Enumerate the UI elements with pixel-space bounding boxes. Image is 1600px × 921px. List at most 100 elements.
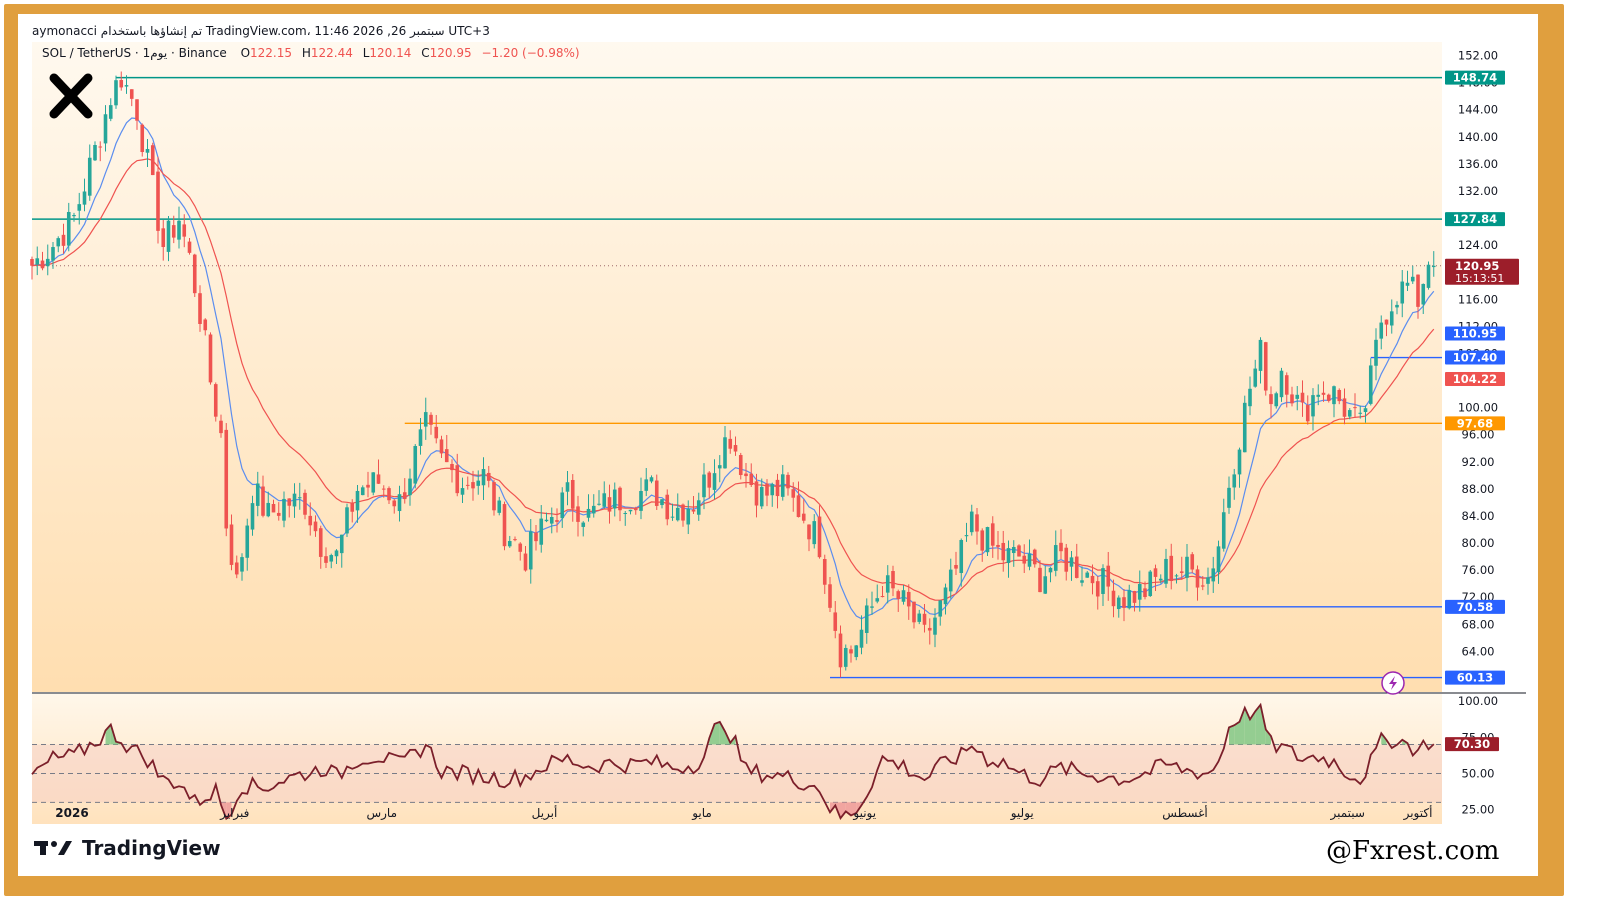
ohlc-high-label: H xyxy=(301,46,311,60)
candle-body xyxy=(87,157,92,196)
price-tick-label: 100.00 xyxy=(1458,401,1498,415)
candle-body xyxy=(1022,555,1027,564)
candle-body xyxy=(376,474,381,484)
candle-body xyxy=(1043,576,1048,594)
candle-body xyxy=(691,509,696,512)
candle-body xyxy=(413,445,418,484)
candle-body xyxy=(675,507,680,521)
fxrest-watermark: @Fxrest.com xyxy=(1326,836,1500,866)
candle-body xyxy=(345,507,349,534)
candle-body xyxy=(733,445,738,452)
candle-body xyxy=(177,220,181,240)
tradingview-logo[interactable]: TradingView xyxy=(34,836,221,860)
candle-body xyxy=(1048,567,1053,573)
rsi-zone-fill xyxy=(1265,729,1271,745)
ma-badge-bg xyxy=(1445,326,1505,341)
candle-body xyxy=(266,502,271,517)
candle-body xyxy=(912,601,916,623)
candle-body xyxy=(1069,557,1074,567)
tradingview-brand: TradingView xyxy=(82,836,221,860)
candle-body xyxy=(51,247,55,261)
candle-body xyxy=(135,99,139,121)
candle-body xyxy=(922,613,927,625)
candle-body xyxy=(581,522,586,527)
candle-body xyxy=(145,149,150,153)
candle-body xyxy=(408,478,412,496)
candle-body xyxy=(471,482,475,489)
candle-body xyxy=(140,124,145,153)
rsi-tick-label: 25.00 xyxy=(1462,803,1495,817)
candle-body xyxy=(549,517,554,524)
candle-body xyxy=(723,437,727,469)
candle-body xyxy=(219,420,223,434)
price-tick-label: 68.00 xyxy=(1462,617,1495,631)
candle-body xyxy=(1153,568,1158,577)
candle-body xyxy=(1284,375,1289,395)
candle-body xyxy=(618,487,622,511)
rsi-badge: 70.30 xyxy=(1454,737,1490,751)
candle-body xyxy=(1305,405,1310,422)
lightning-icon[interactable] xyxy=(1381,671,1405,695)
candle-body xyxy=(418,429,423,446)
candle-body xyxy=(943,587,948,605)
symbol-line: SOL / TetherUS · 1يوم · Binance O122.15 … xyxy=(42,46,580,60)
candle-body xyxy=(98,146,103,148)
candle-body xyxy=(240,557,244,572)
candle-body xyxy=(271,503,276,513)
candle-body xyxy=(654,480,659,506)
x-axis-label: مايو xyxy=(691,806,712,821)
candle-body xyxy=(754,481,759,506)
ma-badge-bg xyxy=(1445,372,1505,387)
candle-body xyxy=(565,482,570,492)
candle-body xyxy=(161,228,166,248)
candle-body xyxy=(339,534,344,554)
candle-body xyxy=(203,319,208,331)
candle-body xyxy=(1137,584,1142,600)
price-tick-label: 116.00 xyxy=(1458,292,1498,306)
candle-body xyxy=(1053,545,1058,571)
candle-body xyxy=(276,512,281,516)
candle-body xyxy=(1337,389,1342,402)
candle-body xyxy=(1185,556,1189,578)
candle-body xyxy=(1400,281,1405,304)
candle-body xyxy=(150,145,155,176)
ma-badge: 110.95 xyxy=(1453,326,1497,340)
candle-body xyxy=(1237,449,1242,475)
price-tick-label: 136.00 xyxy=(1458,157,1498,171)
candle-body xyxy=(1431,265,1436,268)
level-badge-bg xyxy=(1445,70,1505,85)
candle-body xyxy=(1332,386,1336,405)
candle-body xyxy=(954,565,958,569)
candle-body xyxy=(1011,547,1016,554)
candle-body xyxy=(812,521,817,545)
candle-body xyxy=(229,524,234,565)
candle-body xyxy=(591,505,596,514)
candle-body xyxy=(570,479,575,509)
candle-body xyxy=(66,211,71,246)
x-logo-icon xyxy=(49,73,93,119)
candle-body xyxy=(644,479,649,491)
candle-body xyxy=(1190,554,1195,570)
candle-body xyxy=(423,412,428,427)
candle-body xyxy=(507,541,512,547)
candle-body xyxy=(765,483,769,496)
rsi-badge-bg xyxy=(1445,737,1499,752)
candle-body xyxy=(213,384,218,417)
candle-body xyxy=(1158,578,1163,581)
candle-body xyxy=(1101,568,1105,594)
candle-body xyxy=(1363,408,1368,412)
candle-body xyxy=(560,492,565,519)
candle-body xyxy=(985,527,990,553)
price-tick-label: 92.00 xyxy=(1462,455,1495,469)
candle-body xyxy=(198,293,202,324)
candle-body xyxy=(1321,392,1326,395)
candle-body xyxy=(1064,547,1069,572)
price-tick-label: 76.00 xyxy=(1462,563,1495,577)
candle-body xyxy=(56,238,61,247)
candle-body xyxy=(990,523,995,546)
symbol-name[interactable]: SOL / TetherUS · 1يوم · Binance xyxy=(42,46,227,60)
candle-body xyxy=(329,555,334,562)
candle-body xyxy=(250,503,255,530)
candle-body xyxy=(497,500,502,513)
